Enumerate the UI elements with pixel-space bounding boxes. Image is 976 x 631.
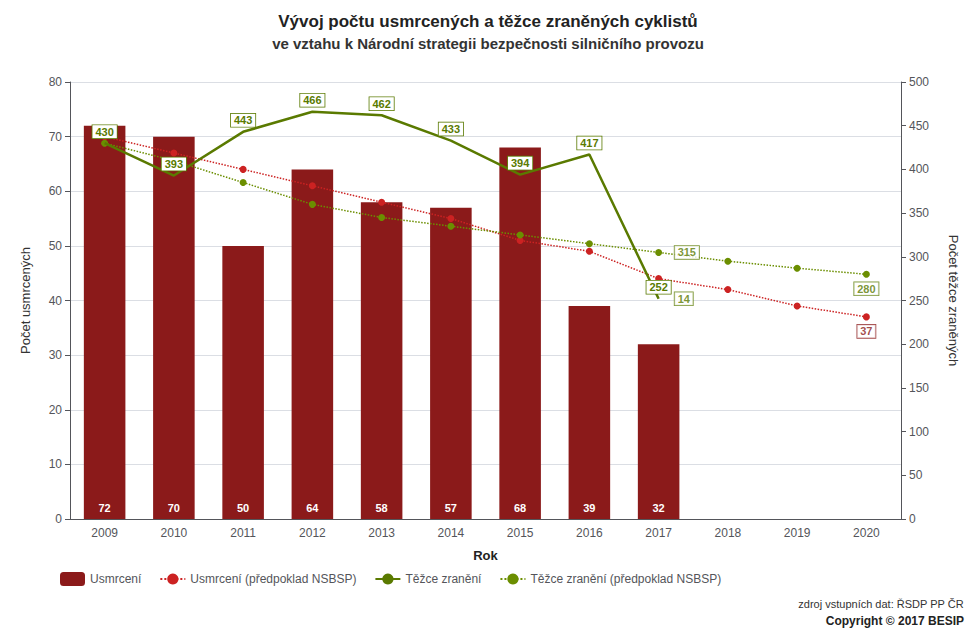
svg-text:0: 0 (55, 512, 62, 526)
svg-text:30: 30 (49, 348, 63, 362)
svg-text:315: 315 (678, 246, 696, 258)
svg-text:Počet těžce zraněných: Počet těžce zraněných (946, 235, 961, 367)
svg-text:252: 252 (649, 281, 667, 293)
svg-text:393: 393 (165, 158, 183, 170)
svg-text:70: 70 (168, 502, 180, 514)
svg-text:ve vztahu k Národní strategii: ve vztahu k Národní strategii bezpečnost… (272, 35, 704, 52)
svg-text:50: 50 (237, 502, 249, 514)
svg-text:2019: 2019 (784, 526, 811, 540)
svg-text:20: 20 (49, 403, 63, 417)
svg-text:Vývoj počtu usmrcených a těžce: Vývoj počtu usmrcených a těžce zraněných… (278, 12, 698, 31)
svg-text:150: 150 (909, 381, 929, 395)
svg-text:40: 40 (49, 294, 63, 308)
svg-text:Copyright © 2017 BESIP: Copyright © 2017 BESIP (826, 614, 964, 628)
svg-text:394: 394 (511, 157, 530, 169)
svg-text:250: 250 (909, 294, 929, 308)
svg-text:70: 70 (49, 130, 63, 144)
svg-text:300: 300 (909, 250, 929, 264)
svg-text:0: 0 (909, 512, 916, 526)
svg-text:72: 72 (99, 502, 111, 514)
svg-text:37: 37 (860, 325, 872, 337)
svg-text:14: 14 (678, 293, 691, 305)
svg-text:417: 417 (580, 137, 598, 149)
svg-text:2020: 2020 (853, 526, 880, 540)
svg-text:64: 64 (306, 502, 319, 514)
svg-text:60: 60 (49, 184, 63, 198)
svg-text:443: 443 (234, 114, 252, 126)
svg-text:430: 430 (95, 126, 113, 138)
svg-text:50: 50 (49, 239, 63, 253)
svg-text:50: 50 (909, 468, 923, 482)
svg-text:350: 350 (909, 206, 929, 220)
svg-text:80: 80 (49, 75, 63, 89)
svg-text:Těžce zranění (předpoklad NSBS: Těžce zranění (předpoklad NSBSP) (530, 572, 721, 586)
svg-text:2016: 2016 (576, 526, 603, 540)
svg-text:200: 200 (909, 337, 929, 351)
svg-text:2017: 2017 (645, 526, 672, 540)
svg-text:Těžce zranění: Těžce zranění (405, 572, 482, 586)
svg-text:10: 10 (49, 457, 63, 471)
svg-text:2010: 2010 (161, 526, 188, 540)
svg-text:433: 433 (442, 123, 460, 135)
svg-text:57: 57 (445, 502, 457, 514)
svg-text:2009: 2009 (91, 526, 118, 540)
svg-text:Usmrcení: Usmrcení (90, 572, 142, 586)
svg-text:68: 68 (514, 502, 526, 514)
svg-text:Rok: Rok (473, 548, 498, 563)
svg-text:2013: 2013 (368, 526, 395, 540)
svg-text:462: 462 (372, 98, 390, 110)
svg-text:450: 450 (909, 119, 929, 133)
svg-text:58: 58 (376, 502, 388, 514)
svg-text:2012: 2012 (299, 526, 326, 540)
svg-text:2014: 2014 (438, 526, 465, 540)
svg-text:Usmrcení (předpoklad NSBSP): Usmrcení (předpoklad NSBSP) (190, 572, 356, 586)
svg-text:500: 500 (909, 75, 929, 89)
svg-text:100: 100 (909, 425, 929, 439)
svg-text:280: 280 (857, 283, 875, 295)
svg-text:2015: 2015 (507, 526, 534, 540)
svg-text:400: 400 (909, 162, 929, 176)
svg-text:39: 39 (583, 502, 595, 514)
svg-text:Počet usmrcených: Počet usmrcených (18, 247, 33, 354)
svg-text:2018: 2018 (715, 526, 742, 540)
svg-text:466: 466 (303, 94, 321, 106)
svg-text:2011: 2011 (230, 526, 256, 540)
svg-text:zdroj vstupních dat: ŘSDP PP Č: zdroj vstupních dat: ŘSDP PP ČR (798, 598, 963, 610)
svg-text:32: 32 (653, 502, 665, 514)
